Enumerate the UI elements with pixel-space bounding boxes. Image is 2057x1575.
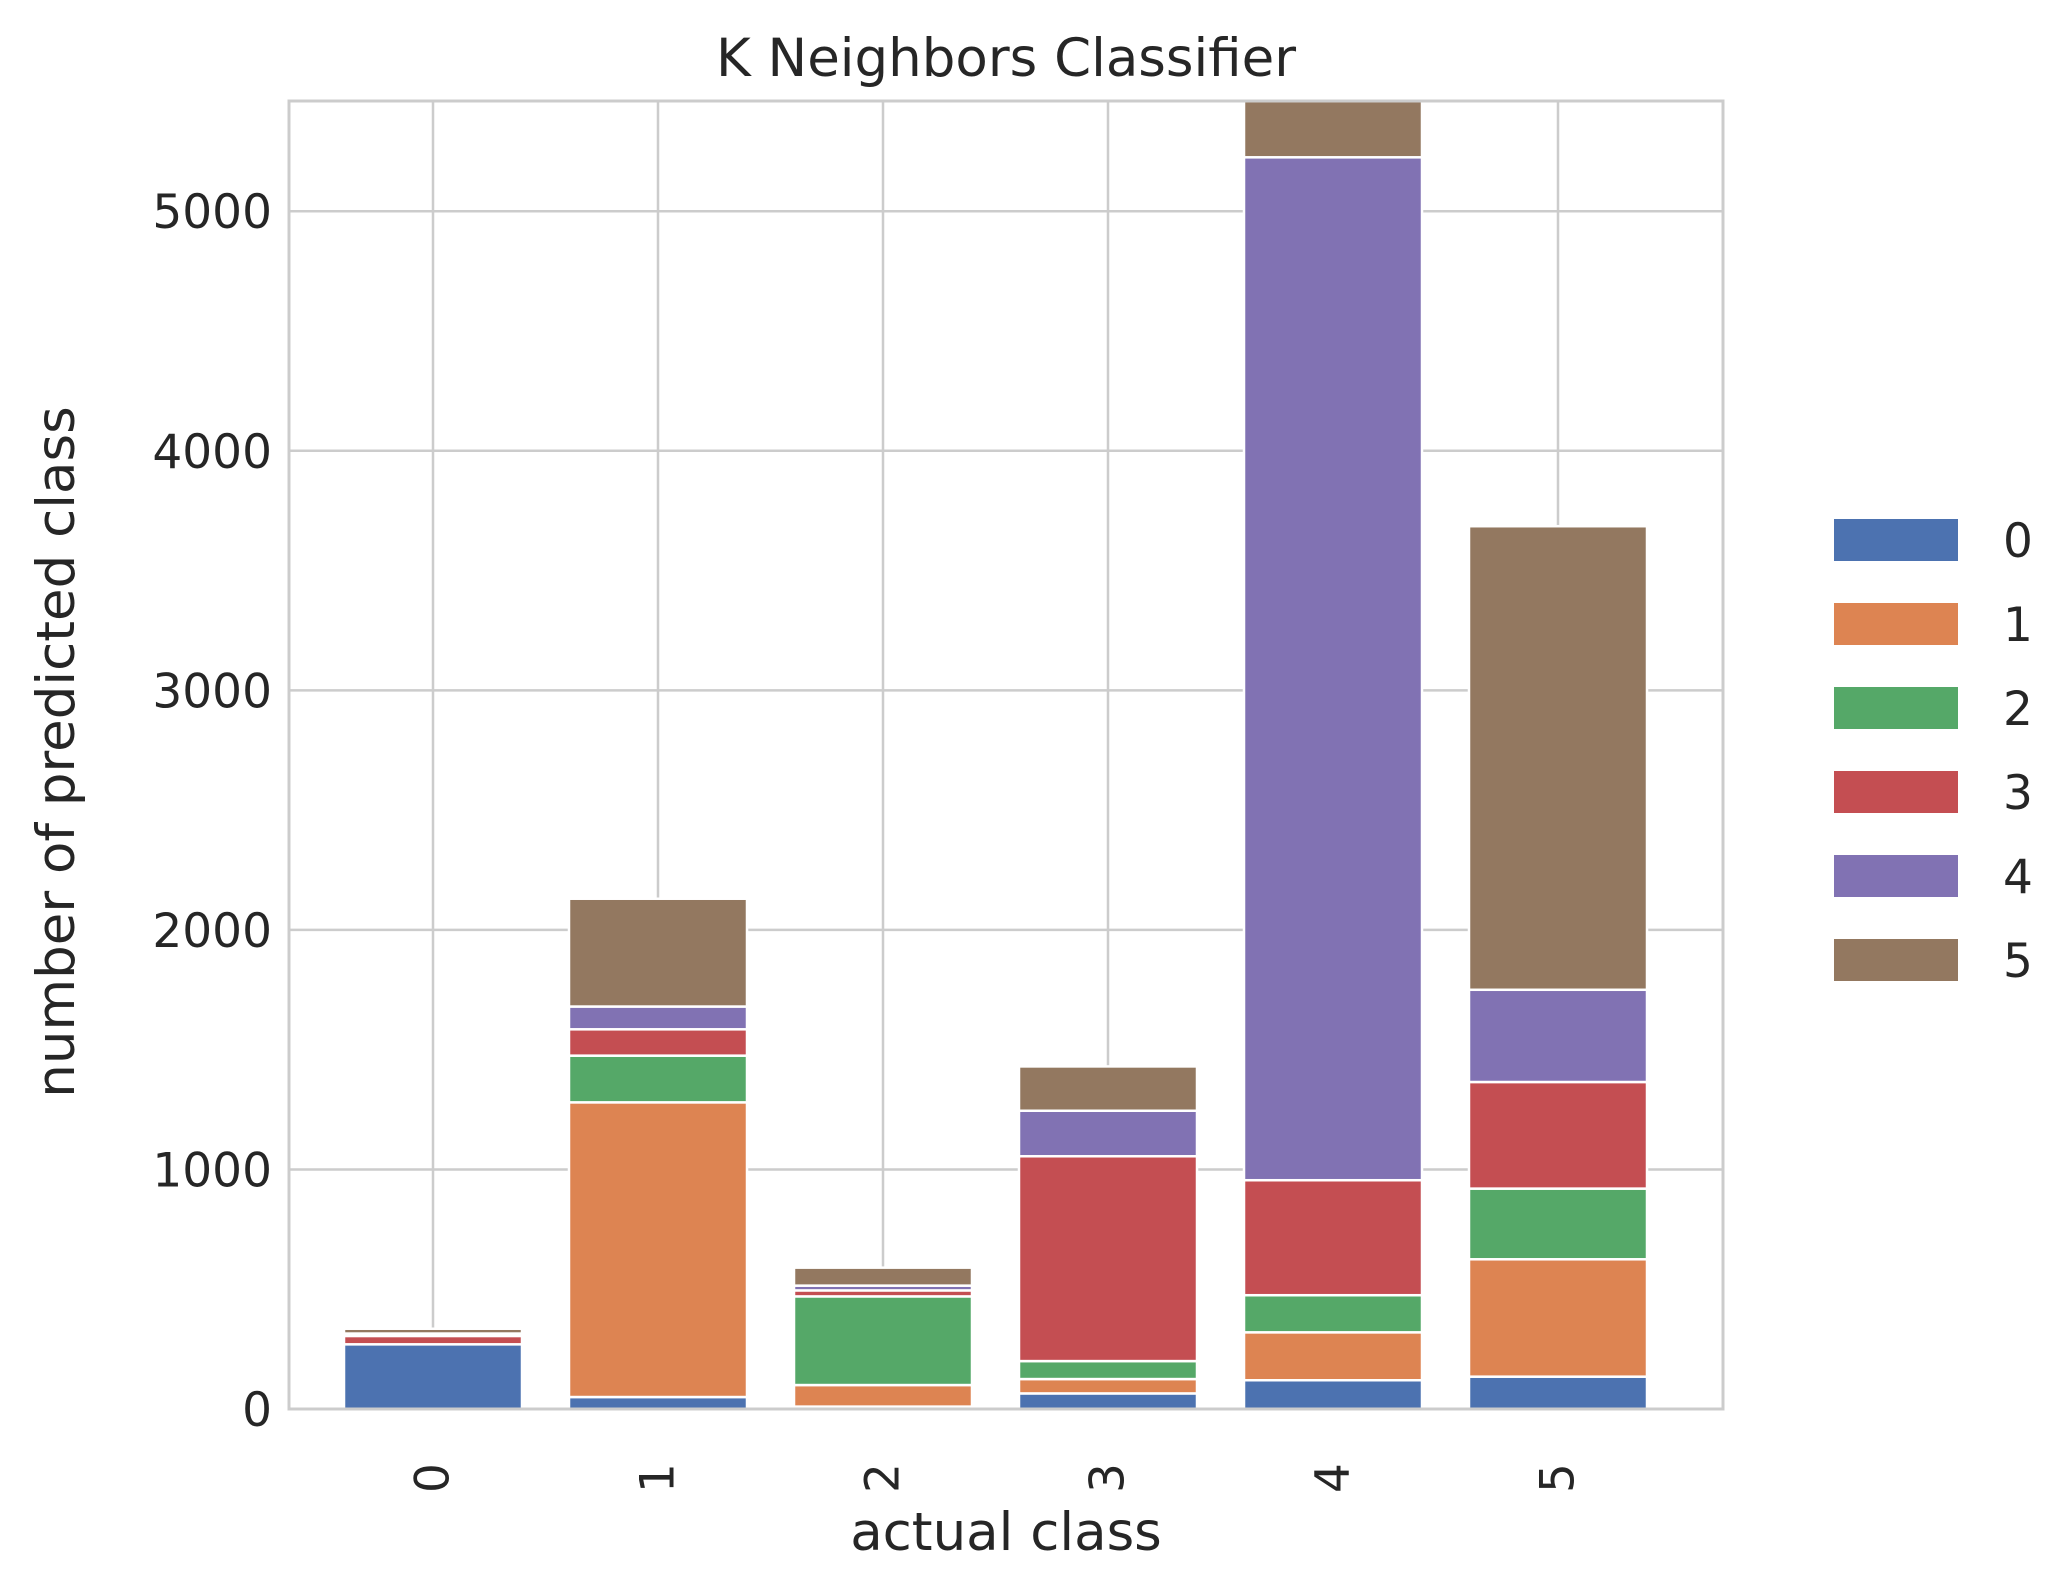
- bar-segment-actual-0-predicted-3: [342, 1334, 524, 1346]
- bar-segment-actual-3-predicted-1: [1017, 1377, 1199, 1395]
- bar-segment-actual-3-predicted-4: [1017, 1109, 1199, 1158]
- legend-label-3: 3: [2003, 766, 2033, 821]
- bar-segment-actual-4-predicted-0: [1242, 1379, 1424, 1411]
- chart-title: K Neighbors Classifier: [716, 28, 1296, 89]
- bar-segment-actual-1-predicted-3: [567, 1028, 749, 1057]
- bar-segment-actual-1-predicted-1: [567, 1101, 749, 1399]
- legend-swatch-5: [1834, 939, 1958, 981]
- legend-swatch-4: [1834, 855, 1958, 897]
- bar-segment-actual-5-predicted-1: [1467, 1258, 1649, 1378]
- bar-segment-actual-4-predicted-5: [1242, 98, 1424, 159]
- bar-segment-actual-0-predicted-0: [342, 1343, 524, 1411]
- y-tick-label: 3000: [152, 664, 272, 719]
- x-tick-label: 5: [1531, 1463, 1586, 1493]
- y-tick-label: 2000: [152, 904, 272, 959]
- bar-segment-actual-4-predicted-1: [1242, 1331, 1424, 1382]
- bar-segment-actual-3-predicted-3: [1017, 1155, 1199, 1363]
- legend-swatch-3: [1834, 771, 1958, 813]
- legend-label-5: 5: [2003, 934, 2033, 989]
- legend: 0 1 2 3 4 5: [1834, 514, 2033, 989]
- y-tick-label: 1000: [152, 1143, 272, 1198]
- bar-segment-actual-3-predicted-5: [1017, 1065, 1199, 1112]
- bar-segment-actual-1-predicted-0: [567, 1395, 749, 1411]
- y-tick-label: 4000: [152, 425, 272, 480]
- x-tick-labels: 0 1 2 3 4 5: [406, 1463, 1586, 1493]
- x-tick-label: 3: [1081, 1463, 1136, 1493]
- y-tick-label: 0: [242, 1383, 272, 1438]
- bar-segment-actual-2-predicted-1: [792, 1383, 974, 1408]
- bar-segment-actual-5-predicted-5: [1467, 524, 1649, 992]
- legend-label-4: 4: [2003, 850, 2033, 905]
- bar-segment-actual-4-predicted-2: [1242, 1293, 1424, 1334]
- legend-swatch-2: [1834, 687, 1958, 729]
- legend-swatch-1: [1834, 603, 1958, 645]
- bar-segment-actual-3-predicted-0: [1017, 1392, 1199, 1411]
- bar-segment-actual-2-predicted-5: [792, 1266, 974, 1287]
- legend-swatch-0: [1834, 519, 1958, 561]
- plot-frame: [287, 99, 1725, 1411]
- bar-segment-actual-5-predicted-0: [1467, 1375, 1649, 1411]
- bar-segment-actual-4-predicted-3: [1242, 1178, 1424, 1297]
- bar-segment-actual-1-predicted-4: [567, 1005, 749, 1031]
- bar-segment-actual-4-predicted-4: [1242, 156, 1424, 1182]
- bar-segment-actual-5-predicted-3: [1467, 1080, 1649, 1190]
- bars: [342, 98, 1649, 1411]
- x-tick-label: 0: [406, 1463, 461, 1493]
- x-tick-label: 2: [856, 1463, 911, 1493]
- legend-label-2: 2: [2003, 682, 2033, 737]
- legend-label-1: 1: [2003, 598, 2033, 653]
- bar-segment-actual-2-predicted-2: [792, 1295, 974, 1387]
- legend-label-0: 0: [2003, 514, 2033, 569]
- bar-segment-actual-0-predicted-5: [342, 1327, 524, 1335]
- bar-segment-actual-1-predicted-2: [567, 1054, 749, 1104]
- bar-segment-actual-3-predicted-2: [1017, 1359, 1199, 1381]
- bar-segment-actual-5-predicted-4: [1467, 988, 1649, 1084]
- y-axis-label: number of predicted class: [26, 406, 87, 1097]
- x-tick-label: 4: [1306, 1463, 1361, 1493]
- x-tick-label: 1: [631, 1463, 686, 1493]
- y-tick-label: 5000: [152, 185, 272, 240]
- y-tick-labels: 0 1000 2000 3000 4000 5000: [152, 185, 272, 1438]
- x-axis-label: actual class: [850, 1502, 1162, 1563]
- bar-segment-actual-5-predicted-2: [1467, 1187, 1649, 1261]
- bar-segment-actual-1-predicted-5: [567, 897, 749, 1008]
